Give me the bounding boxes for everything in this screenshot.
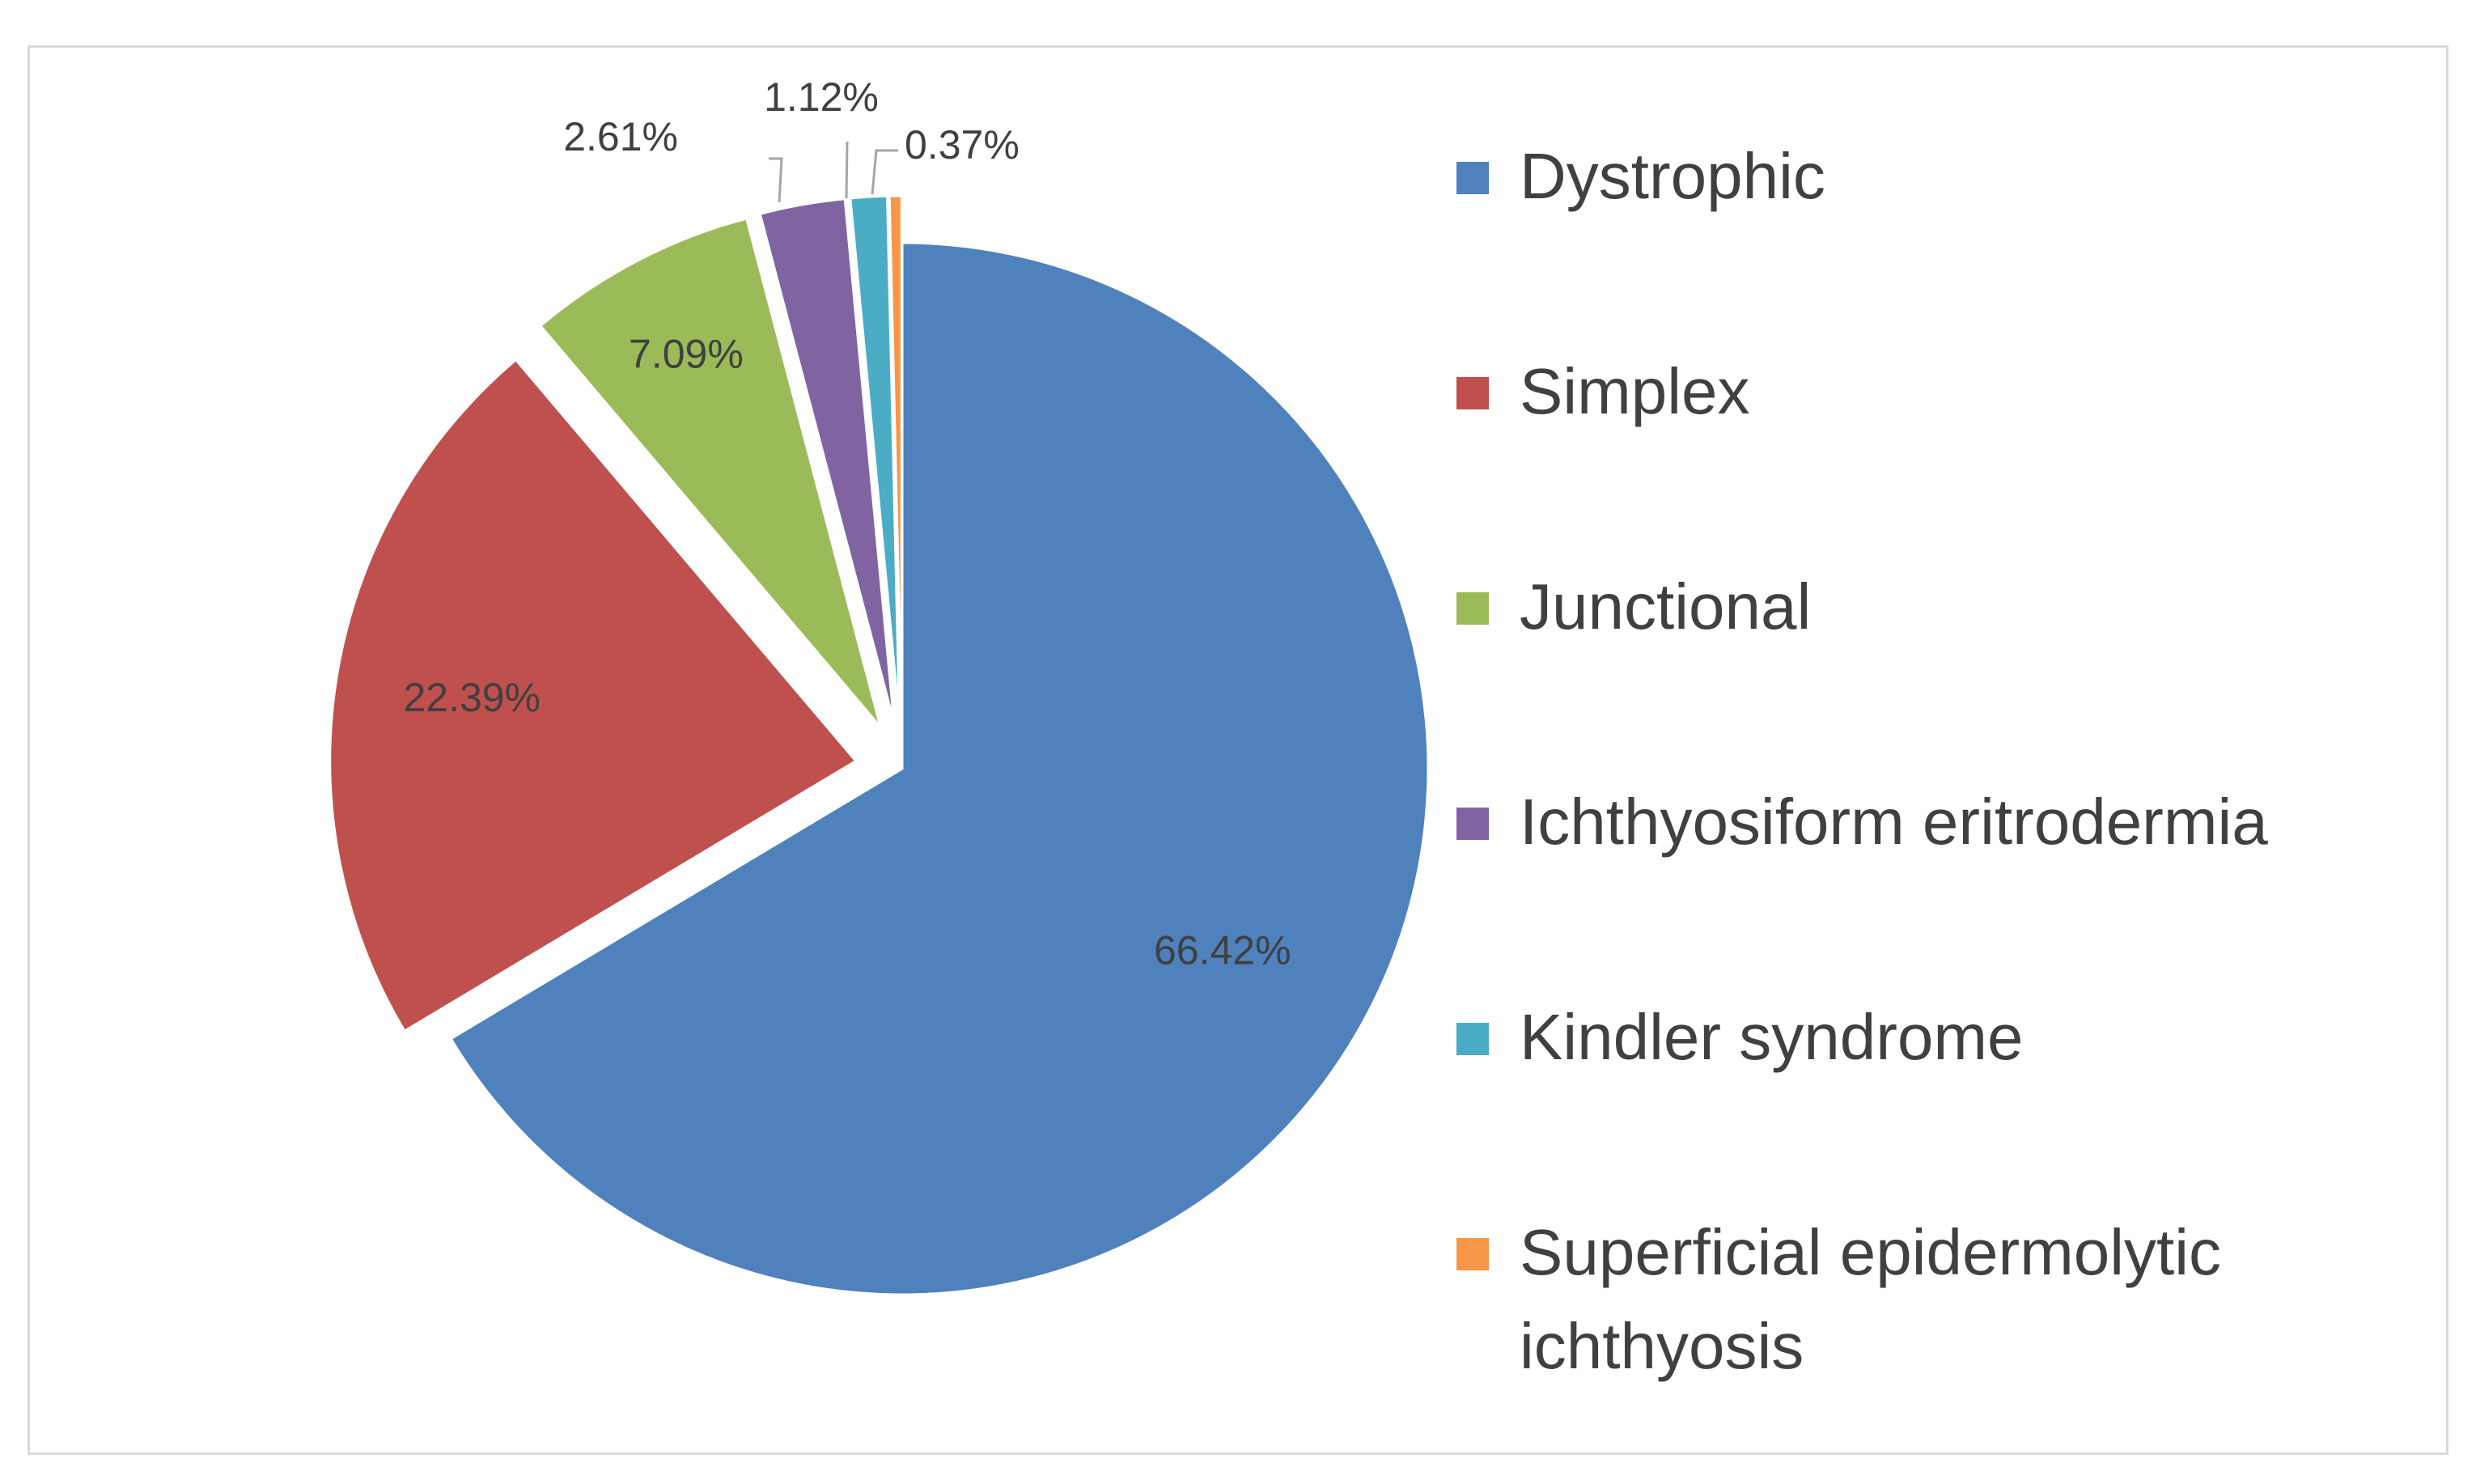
legend-swatch — [1456, 1238, 1489, 1270]
data-label-junctional: 7.09% — [629, 331, 744, 376]
pie-slice-kindler-syndrome — [849, 194, 901, 723]
legend-item-ichthyosiform-eritrodermia: Ichthyosiform eritrodermia — [1456, 775, 2402, 869]
pie-slice-superficial-epidermolytic-ichthyosis — [888, 194, 903, 723]
legend-swatch — [1456, 808, 1489, 840]
leader-line-kindler-syndrome — [845, 141, 849, 199]
legend-item-kindler-syndrome: Kindler syndrome — [1456, 990, 2402, 1084]
data-labels: 66.42% 22.39% 7.09% 2.61% 1.12% 0.37% — [403, 74, 1291, 973]
legend-label: Simplex — [1520, 355, 1750, 427]
leader-line-superficial-epidermolytic-ichthyosis — [871, 149, 898, 195]
legend-swatch — [1456, 592, 1489, 625]
leader-lines — [769, 141, 898, 203]
data-label-ichthyosiform-eritrodermia: 2.61% — [563, 114, 678, 159]
legend-label: Junctional — [1520, 570, 1812, 642]
data-label-dystrophic: 66.42% — [1154, 927, 1291, 973]
legend-item-junctional: Junctional — [1456, 560, 2402, 654]
data-label-superficial-epidermolytic-ichthyosis: 0.37% — [905, 122, 1020, 167]
legend-label: Ichthyosiform eritrodermia — [1520, 786, 2268, 858]
legend-swatch — [1456, 377, 1489, 409]
legend-item-dystrophic: Dystrophic — [1456, 129, 2402, 223]
legend-swatch — [1456, 162, 1489, 194]
legend-item-superficial-epidermolytic-ichthyosis: Superficial epidermolytic ichthyosis — [1456, 1206, 2361, 1393]
legend-swatch — [1456, 1023, 1489, 1055]
legend-label: Superficial epidermolytic ichthyosis — [1520, 1216, 2222, 1382]
legend-item-simplex: Simplex — [1456, 345, 2402, 439]
pie-slice-dystrophic — [449, 241, 1430, 1296]
pie-slice-junctional — [538, 217, 882, 728]
leader-line-ichthyosiform-eritrodermia — [769, 157, 783, 203]
data-label-kindler-syndrome: 1.12% — [764, 74, 879, 120]
legend-label: Dystrophic — [1520, 140, 1825, 212]
pie-slice-simplex — [329, 358, 859, 1033]
pie-slice-ichthyosiform-eritrodermia — [758, 197, 896, 723]
legend-label: Kindler syndrome — [1520, 1001, 2024, 1073]
pie-slices — [329, 194, 1430, 1296]
data-label-simplex: 22.39% — [403, 675, 541, 720]
